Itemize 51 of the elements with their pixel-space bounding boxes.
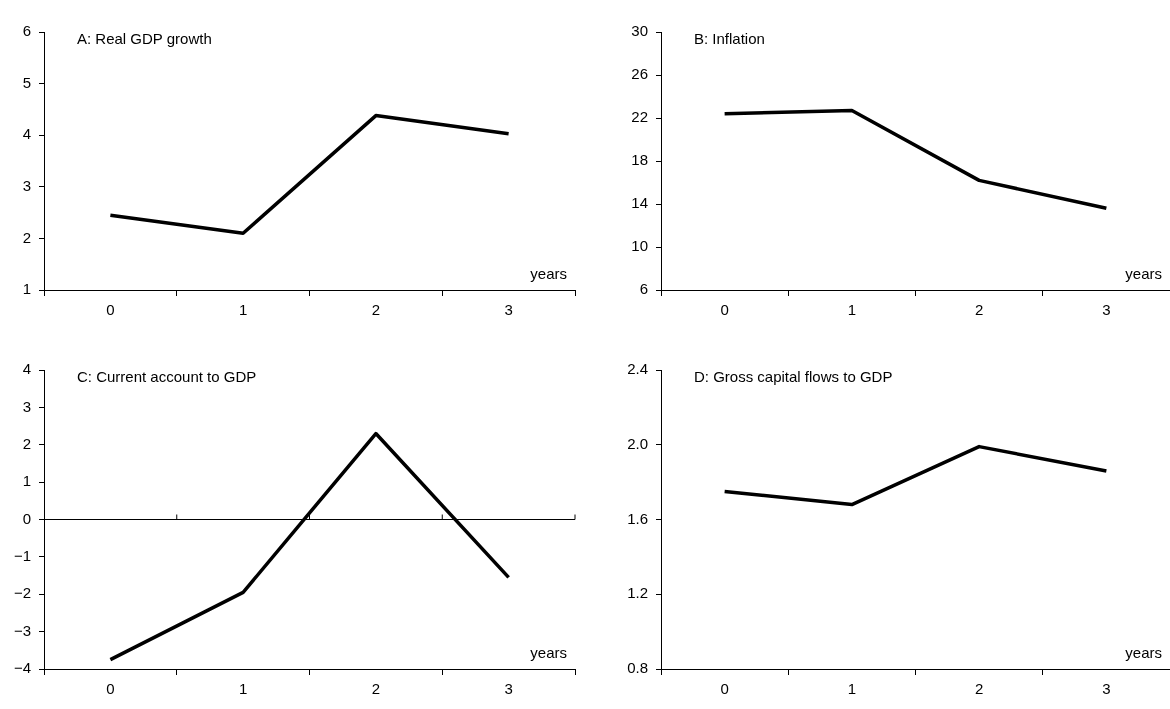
y-tick-label: −2 [13, 584, 31, 602]
y-tick-label: 22 [631, 108, 648, 126]
y-tick-label: 2.0 [627, 434, 648, 452]
y-tick-label: 0.8 [627, 659, 648, 677]
y-tick-label: −4 [13, 659, 31, 677]
y-tick-label: 18 [631, 151, 648, 169]
y-tick-label: 30 [631, 22, 648, 40]
chart-title: B: Inflation [694, 30, 765, 48]
x-tick-label: 0 [106, 301, 115, 319]
x-axis-title: years [1125, 643, 1162, 661]
x-tick-label: 2 [974, 680, 984, 698]
x-axis-title: years [1125, 264, 1162, 282]
x-tick-label: 1 [847, 680, 857, 698]
x-tick-label: 3 [1102, 301, 1111, 319]
chart-title: C: Current account to GDP [77, 368, 257, 386]
x-tick-label: 2 [371, 301, 381, 319]
y-tick-label: 0 [22, 509, 31, 527]
y-tick-label: 1 [22, 280, 31, 298]
y-tick-label: 1 [22, 472, 31, 490]
x-tick-label: 0 [720, 680, 729, 698]
chart-title: D: Gross capital flows to GDP [694, 368, 893, 386]
x-axis-title: years [530, 643, 567, 661]
y-tick-label: 4 [22, 125, 31, 143]
y-tick-label: 3 [22, 176, 31, 194]
chart-title: A: Real GDP growth [77, 30, 212, 48]
x-tick-label: 1 [847, 301, 857, 319]
y-tick-label: 2 [22, 228, 31, 246]
y-tick-label: −3 [13, 621, 31, 639]
x-tick-label: 3 [504, 680, 513, 698]
y-tick-label: 2 [22, 434, 31, 452]
y-tick-label: 6 [639, 280, 648, 298]
x-tick-label: 2 [371, 680, 381, 698]
y-tick-label: 5 [22, 73, 31, 91]
y-tick-label: 3 [22, 397, 31, 415]
x-tick-label: 0 [720, 301, 729, 319]
y-tick-label: 4 [22, 360, 31, 378]
y-tick-label: 1.2 [627, 584, 648, 602]
y-tick-label: −1 [13, 547, 31, 565]
x-tick-label: 1 [238, 680, 248, 698]
x-tick-label: 3 [1102, 680, 1111, 698]
y-tick-label: 14 [631, 194, 648, 212]
y-tick-label: 26 [631, 65, 648, 83]
y-tick-label: 2.4 [627, 360, 648, 378]
x-tick-label: 2 [974, 301, 984, 319]
x-tick-label: 1 [238, 301, 248, 319]
y-tick-label: 10 [631, 237, 648, 255]
y-tick-label: 6 [22, 22, 31, 40]
x-tick-label: 3 [504, 301, 513, 319]
y-tick-label: 1.6 [627, 509, 648, 527]
x-axis-title: years [530, 264, 567, 282]
x-tick-label: 0 [106, 680, 115, 698]
